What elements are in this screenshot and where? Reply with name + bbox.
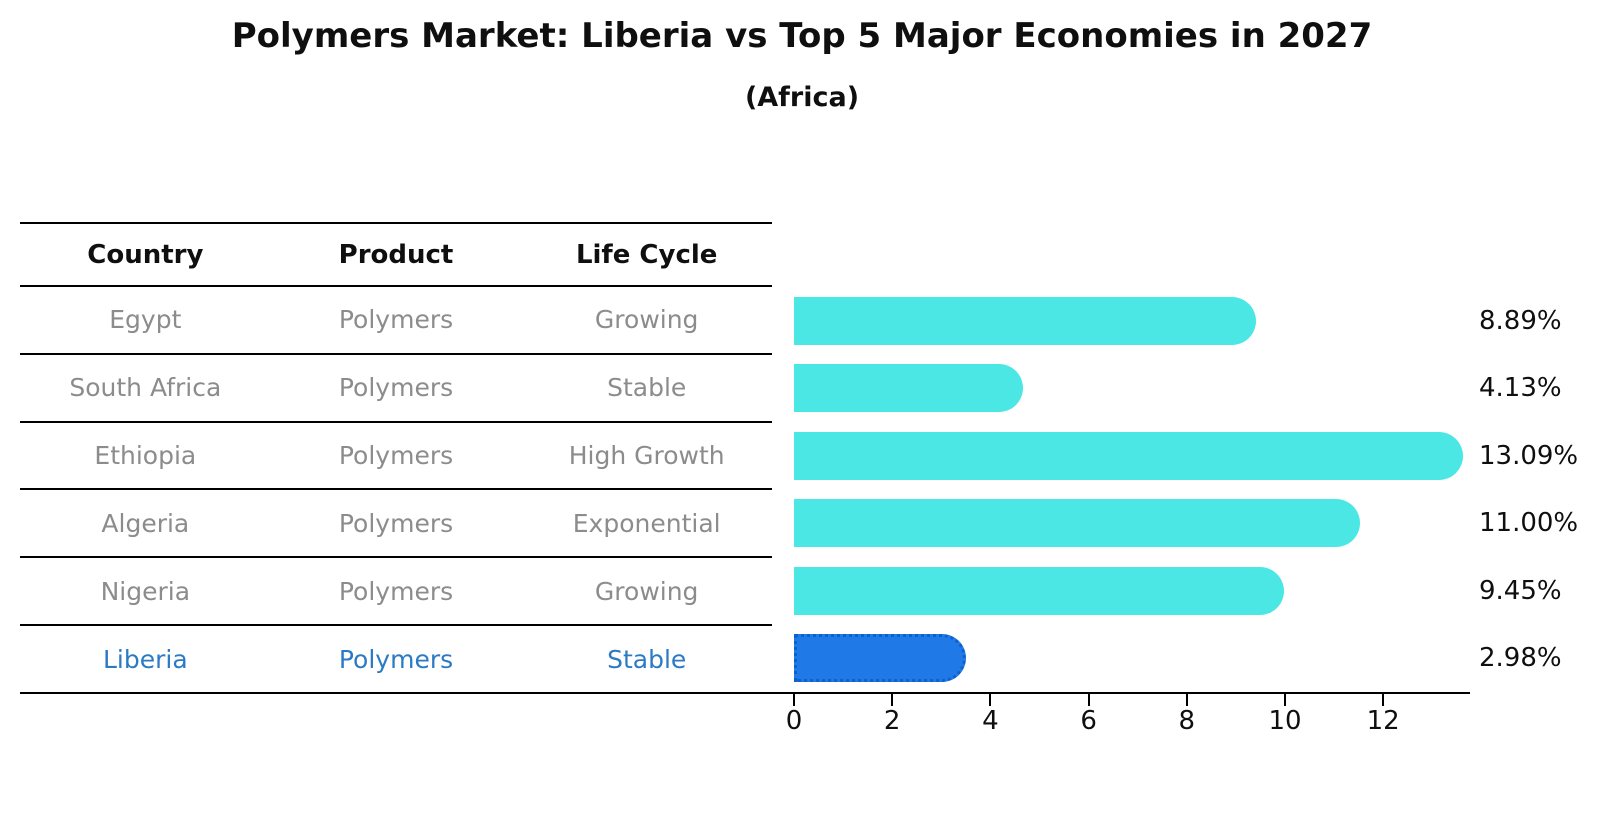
table-row-liberia: Liberia Polymers Stable — [20, 626, 772, 694]
bar-value-label: 11.00% — [1479, 508, 1579, 539]
x-axis-tick-label: 6 — [1080, 706, 1097, 736]
column-header-country: Country — [87, 239, 204, 270]
chart-subtitle: (Africa) — [744, 82, 860, 113]
x-axis-tick — [989, 694, 992, 706]
chart-title: Polymers Market: Liberia vs Top 5 Major … — [231, 16, 1373, 56]
life-cycle-cell: Stable — [607, 373, 687, 403]
bar-row — [772, 625, 1470, 693]
product-cell: Polymers — [338, 508, 454, 538]
table-row-egypt: Egypt Polymers Growing — [20, 287, 772, 355]
bar-value-label: 9.45% — [1479, 575, 1562, 606]
table-row-algeria: Algeria Polymers Exponential — [20, 490, 772, 559]
column-header-product: Product — [338, 239, 454, 270]
table-body: Egypt Polymers Growing South Africa Polymers… — [20, 287, 772, 694]
life-cycle-cell: Growing — [594, 305, 699, 335]
table-header-row: Country Product Life Cycle — [20, 222, 772, 287]
bar-value-label: 2.98% — [1479, 643, 1562, 674]
bar-value-label: 8.89% — [1479, 305, 1562, 336]
bar-value-label: 13.09% — [1479, 440, 1579, 471]
bar-egypt — [794, 296, 1257, 345]
x-axis-tick — [1382, 694, 1385, 706]
bar-algeria — [794, 499, 1361, 548]
x-axis-tick — [793, 694, 795, 706]
x-axis-tick-label: 12 — [1366, 706, 1400, 736]
comparison-table: Country Product Life Cycle Egypt Polymers… — [20, 222, 772, 694]
country-cell: Nigeria — [100, 576, 191, 606]
bar-row — [772, 355, 1470, 423]
x-axis-tick — [891, 694, 894, 706]
bar-row — [772, 490, 1470, 558]
x-axis-tick-label: 2 — [883, 706, 901, 736]
life-cycle-cell: Exponential — [572, 508, 721, 538]
x-axis-tick-label: 4 — [982, 706, 999, 736]
bar-value-label: 4.13% — [1479, 373, 1562, 404]
country-cell: Egypt — [109, 305, 182, 335]
product-cell: Polymers — [338, 644, 454, 674]
life-cycle-cell: Growing — [594, 576, 699, 606]
life-cycle-cell: High Growth — [568, 441, 725, 471]
bar-liberia — [794, 634, 967, 683]
x-axis-tick — [1284, 694, 1286, 706]
table-row-south-africa: South Africa Polymers Stable — [20, 355, 772, 423]
bar-row — [772, 557, 1470, 625]
bar-row — [772, 287, 1470, 355]
bar-ethiopia — [794, 431, 1463, 480]
x-axis-tick-label: 8 — [1178, 706, 1196, 736]
country-cell: Algeria — [101, 508, 190, 538]
country-cell: South Africa — [69, 373, 222, 403]
bar-plot-area — [772, 287, 1470, 694]
country-cell: Liberia — [103, 644, 188, 674]
x-axis-tick-label: 10 — [1268, 706, 1302, 736]
value-labels-column: 8.89% 4.13% 13.09% 11.00% 9.45% 2.98% — [1479, 287, 1604, 692]
bar-nigeria — [794, 566, 1284, 615]
product-cell: Polymers — [338, 576, 454, 606]
x-axis-tick — [1087, 694, 1090, 706]
product-cell: Polymers — [338, 373, 454, 403]
country-cell: Ethiopia — [94, 441, 197, 471]
x-axis-tick — [1185, 694, 1188, 706]
x-axis-tick-label: 0 — [785, 706, 803, 736]
bar-row — [772, 422, 1470, 490]
table-row-nigeria: Nigeria Polymers Growing — [20, 558, 772, 627]
column-header-life-cycle: Life Cycle — [575, 239, 718, 270]
product-cell: Polymers — [338, 441, 454, 471]
bar-south-africa — [794, 364, 1023, 413]
table-row-ethiopia: Ethiopia Polymers High Growth — [20, 423, 772, 491]
life-cycle-cell: Stable — [607, 644, 687, 674]
product-cell: Polymers — [338, 305, 454, 335]
